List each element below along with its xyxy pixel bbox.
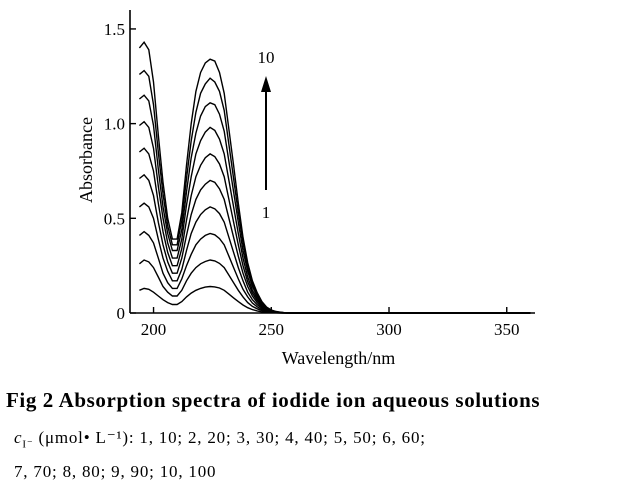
arrow-label-bottom: 1 [262, 203, 271, 222]
arrow-label-top: 10 [258, 48, 275, 67]
figure-caption: Fig 2 Absorption spectra of iodide ion a… [6, 388, 541, 412]
spectrum-line-4 [138, 202, 531, 314]
concentration-symbol: c [14, 428, 23, 447]
concentration-values-1: (μmol• L⁻¹): 1, 10; 2, 20; 3, 30; 4, 40;… [33, 428, 426, 447]
plot-area [138, 41, 531, 314]
y-tick-label: 1.5 [104, 20, 125, 39]
spectrum-line-2 [138, 259, 531, 314]
x-tick-label: 350 [494, 320, 520, 339]
axes [129, 10, 535, 314]
spectrum-line-8 [138, 94, 531, 314]
x-tick-label: 300 [376, 320, 402, 339]
annotations: 10 1 [258, 48, 275, 222]
x-tick-label: 200 [141, 320, 167, 339]
increase-arrow-head [261, 76, 271, 92]
tick-labels: 200 250 300 350 0 0.5 1.0 1.5 [104, 20, 520, 339]
x-axis-label: Wavelength/nm [282, 348, 396, 368]
spectrum-line-5 [138, 173, 531, 314]
spectrum-line-3 [138, 230, 531, 314]
y-tick-label: 0 [117, 304, 126, 323]
concentration-legend-line-2: 7, 70; 8, 80; 9, 90; 10, 100 [14, 462, 217, 481]
spectrum-line-6 [138, 147, 531, 314]
x-tick-label: 250 [259, 320, 285, 339]
spectrum-line-10 [138, 41, 531, 314]
spectrum-line-1 [139, 285, 531, 314]
iodide-subscript: I⁻ [22, 438, 34, 451]
concentration-legend-line-1: cI⁻ (μmol• L⁻¹): 1, 10; 2, 20; 3, 30; 4,… [14, 428, 426, 450]
spectrum-line-9 [138, 69, 531, 314]
absorption-chart: 200 250 300 350 0 0.5 1.0 1.5 10 1 Wavelength/nm… [76, 10, 535, 368]
y-tick-label: 0.5 [104, 209, 125, 228]
y-axis-label: Absorbance [76, 117, 96, 203]
y-tick-label: 1.0 [104, 115, 125, 134]
